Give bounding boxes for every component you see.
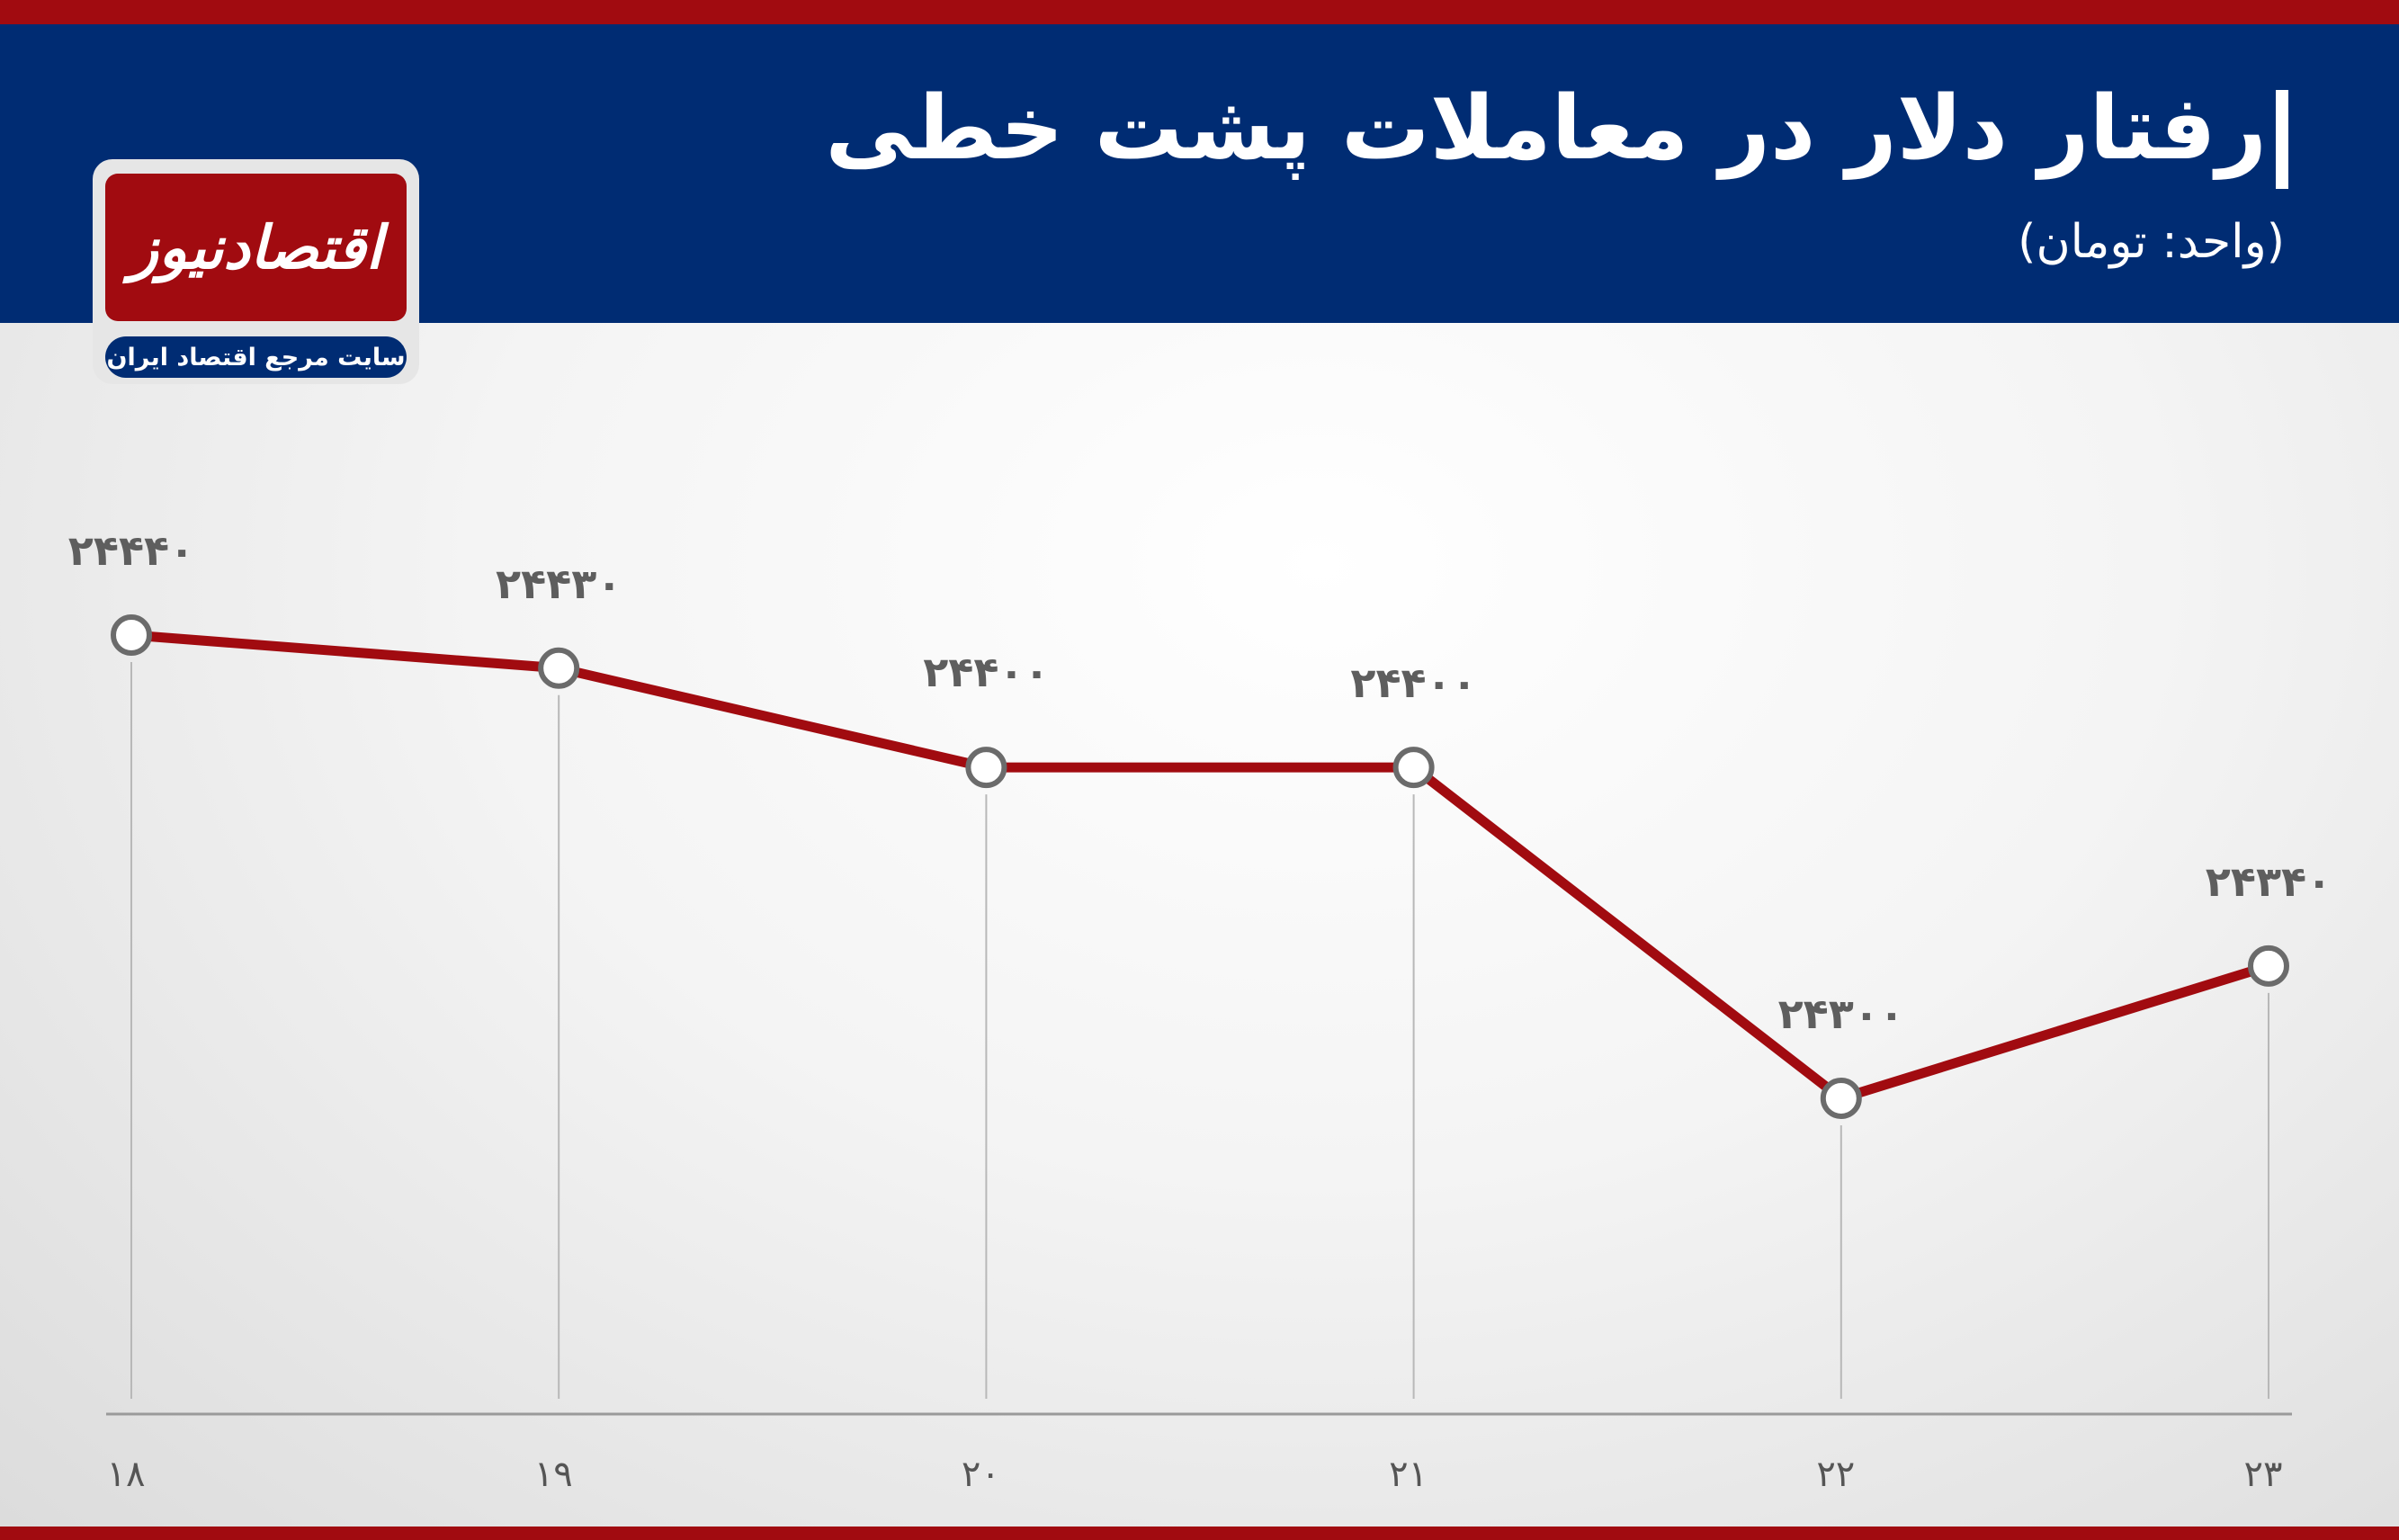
data-point-5 [2248, 945, 2289, 987]
x-tick-label-3: ۲۱ [1389, 1454, 1428, 1495]
logo-tagline: سایت مرجع اقتصاد ایران [105, 336, 407, 378]
data-point-0 [111, 614, 152, 656]
x-tick-label-0: ۱۸ [107, 1454, 146, 1495]
top-accent-strip [0, 0, 2399, 24]
value-labels: ۲۴۴۴۰ ۲۴۴۳۰ ۲۴۴۰۰ ۲۴۴۰۰ ۲۴۳۰۰ ۲۴۳۴۰ [68, 526, 2332, 1038]
data-point-3 [1392, 747, 1435, 789]
page-title: رفتار دلار در معاملات پشت خطی [825, 77, 2267, 180]
x-tick-label-2: ۲۰ [962, 1454, 1000, 1495]
data-label-3: ۲۴۴۰۰ [1350, 658, 1476, 707]
line-segment-1 [553, 663, 991, 773]
data-label-5: ۲۴۳۴۰ [2206, 857, 2332, 906]
markers [111, 614, 2289, 1119]
x-tick-label-4: ۲۲ [1816, 1454, 1855, 1495]
brand-logo: اقتصادنیوز سایت مرجع اقتصاد ایران [93, 159, 419, 384]
line-segment-4 [1836, 961, 2274, 1104]
data-label-1: ۲۴۴۳۰ [496, 560, 622, 608]
data-point-1 [538, 647, 580, 689]
x-tick-label-5: ۲۳ [2244, 1454, 2283, 1495]
data-label-0: ۲۴۴۴۰ [68, 526, 194, 575]
series-line [126, 630, 2274, 1104]
data-point-4 [1820, 1078, 1862, 1119]
title-accent-bar [2276, 90, 2288, 189]
data-label-2: ۲۴۴۰۰ [923, 648, 1049, 696]
unit-subtitle: (واحد: تومان) [2018, 215, 2285, 269]
bottom-accent-strip [0, 1527, 2399, 1540]
x-tick-label-1: ۱۹ [534, 1454, 573, 1495]
line-segment-3 [1409, 762, 1847, 1104]
line-segment-0 [126, 630, 564, 674]
logo-wordmark: اقتصادنیوز [105, 174, 407, 321]
data-label-4: ۲۴۳۰۰ [1778, 989, 1904, 1038]
data-point-2 [965, 747, 1007, 789]
gridlines [130, 662, 2269, 1399]
chart-background [0, 323, 2399, 1527]
tick-labels: ۱۸ ۱۹ ۲۰ ۲۱ ۲۲ ۲۳ [107, 1454, 2283, 1495]
